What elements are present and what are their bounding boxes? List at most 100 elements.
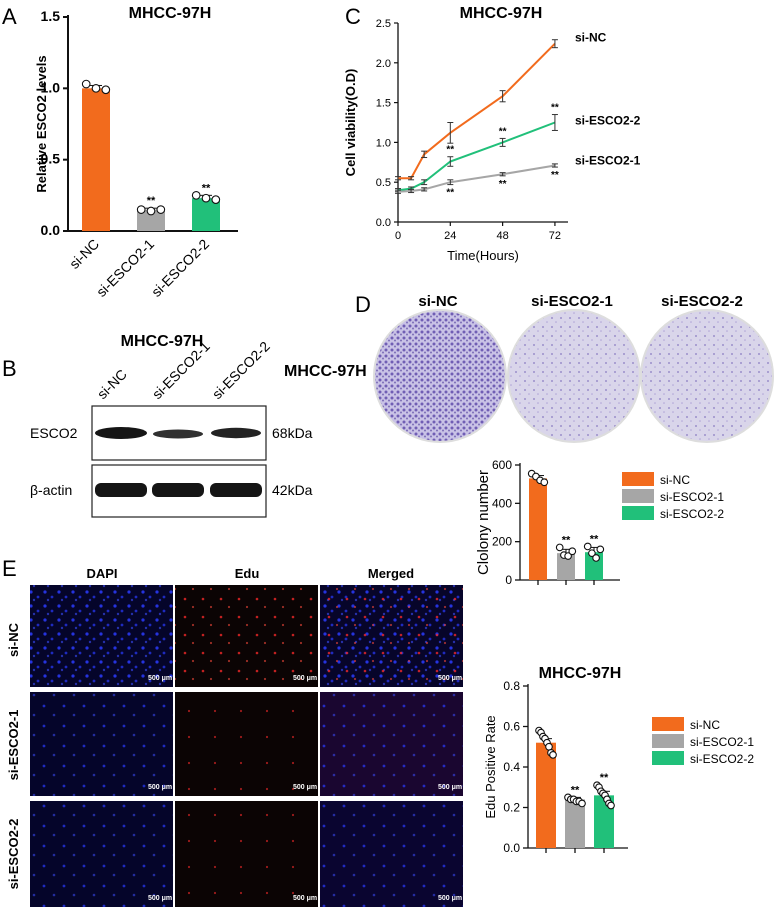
y-tick-label: 0.0: [503, 841, 520, 855]
bar: [536, 742, 556, 848]
y-tick-label: 1.0: [376, 137, 391, 149]
significance-marker: **: [551, 103, 559, 114]
x-tick-label: si-NC: [66, 236, 102, 272]
data-point: [583, 542, 592, 551]
colony-plate-si-esco2-2: [640, 309, 774, 443]
x-tick-label: si-ESCO2-2: [148, 236, 212, 300]
legend-label: si-NC: [660, 473, 690, 487]
data-point: [201, 193, 211, 203]
blot-size-label: 42kDa: [272, 482, 313, 498]
significance-marker: **: [446, 188, 454, 199]
legend-swatch: [622, 472, 654, 486]
data-point: [588, 549, 596, 558]
micro-row-label: si-ESCO2-2: [6, 819, 21, 890]
y-tick-label: 2.0: [376, 58, 391, 70]
x-tick-label: si-ESCO2-1: [93, 236, 157, 300]
y-tick-label: 600: [492, 458, 512, 472]
micro-image-dapi: [30, 692, 173, 796]
data-point: [564, 552, 572, 560]
plate-label: si-ESCO2-1: [531, 293, 613, 310]
y-tick-label: 0.0: [376, 217, 391, 229]
micro-row-label: si-ESCO2-1: [6, 710, 21, 781]
data-point: [596, 545, 605, 554]
y-tick-label: 1.0: [41, 79, 61, 95]
y-tick-label: 0.0: [41, 222, 61, 238]
blot-lane-label: si-NC: [94, 366, 130, 402]
blot-band: [95, 483, 147, 497]
micro-image-merged: [320, 801, 463, 907]
bar: [565, 799, 585, 848]
series-label: si-NC: [575, 31, 607, 45]
micro-image-merged: [320, 585, 463, 687]
series-line: [397, 164, 556, 193]
blot-title: MHCC-97H: [121, 333, 204, 350]
y-tick-label: 200: [492, 535, 512, 549]
bar: [137, 209, 165, 231]
data-point: [91, 83, 101, 93]
series-line: [398, 42, 556, 180]
x-axis-label: Time(Hours): [447, 248, 519, 263]
blot-band: [211, 427, 261, 439]
edu-microscopy: DAPI Edu Merged si-NC si-ESCO2-1 si-ESCO…: [6, 566, 463, 907]
data-point: [191, 190, 201, 200]
series-label: si-ESCO2-1: [575, 153, 641, 167]
plate-label: si-ESCO2-2: [661, 293, 743, 310]
y-tick-label: 0.5: [41, 151, 61, 167]
y-tick-label: 0.5: [376, 177, 391, 189]
data-point: [549, 750, 557, 759]
data-point: [211, 195, 221, 204]
y-axis-label: Cell viability(O.D): [343, 69, 358, 177]
significance-marker: **: [202, 182, 211, 194]
scale-bar-label: 500 μm: [148, 675, 172, 682]
blot-band: [152, 483, 204, 497]
legend-swatch: [652, 734, 684, 748]
blot-side-title: MHCC-97H: [284, 363, 367, 380]
y-tick-label: 0: [505, 573, 512, 587]
chart-title: MHCC-97H: [539, 665, 622, 682]
chart-c: 0.0 0.5 1.0 1.5 2.0 2.5 0 24 48 72 Time(Hours) Cell…: [343, 5, 641, 263]
panel-label-e: E: [2, 556, 17, 581]
significance-marker: **: [562, 534, 571, 546]
y-tick-label: 1.5: [376, 98, 391, 110]
micro-col-label: DAPI: [86, 566, 117, 581]
series-label: si-ESCO2-2: [575, 114, 641, 128]
colony-plates: si-NC si-ESCO2-1 si-ESCO2-2: [373, 293, 774, 443]
scale-bar-label: 500 μm: [438, 784, 462, 791]
y-tick-label: 1.5: [41, 8, 61, 24]
scale-bar-label: 500 μm: [293, 675, 317, 682]
scale-bar-label: 500 μm: [148, 895, 172, 902]
data-point: [592, 554, 600, 562]
scale-bar-label: 500 μm: [293, 895, 317, 902]
chart-a: 0.0 0.5 1.0 1.5 si-NC ** si-ESCO2-1 ** si-ESCO2-…: [34, 5, 238, 300]
legend-label: si-ESCO2-1: [660, 490, 724, 504]
x-tick-label: 72: [549, 230, 561, 242]
scale-bar-label: 500 μm: [293, 784, 317, 791]
micro-image-merged: [320, 692, 463, 796]
x-tick-label: 48: [496, 230, 508, 242]
significance-marker: **: [147, 195, 156, 207]
scale-bar-label: 500 μm: [148, 784, 172, 791]
blot-row-label: ESCO2: [30, 425, 78, 441]
significance-marker: **: [499, 179, 507, 190]
chart-e: 0.0 0.2 0.4 0.6 0.8 ** ** MHCC-97H Edu Positive …: [483, 665, 754, 855]
x-tick-label: 0: [395, 230, 401, 242]
blot-size-label: 68kDa: [272, 425, 313, 441]
significance-marker: **: [499, 126, 507, 137]
western-blot: MHCC-97H MHCC-97H si-NC si-ESCO2-1 si-ES…: [30, 333, 367, 518]
significance-marker: **: [600, 772, 609, 784]
y-axis-label: Relative ESCO2 levels: [34, 55, 49, 192]
y-tick-label: 400: [492, 496, 512, 510]
significance-marker: **: [446, 145, 454, 156]
blot-row-label: β-actin: [30, 482, 72, 498]
micro-image-dapi: [30, 801, 173, 907]
legend-swatch: [652, 717, 684, 731]
data-point: [607, 801, 615, 810]
blot-band: [95, 427, 147, 439]
bar: [557, 553, 575, 580]
data-point: [101, 85, 111, 95]
significance-marker: **: [551, 170, 559, 181]
panel-label-a: A: [2, 4, 17, 29]
plate-label: si-NC: [418, 293, 457, 310]
panel-label-d: D: [355, 292, 371, 317]
